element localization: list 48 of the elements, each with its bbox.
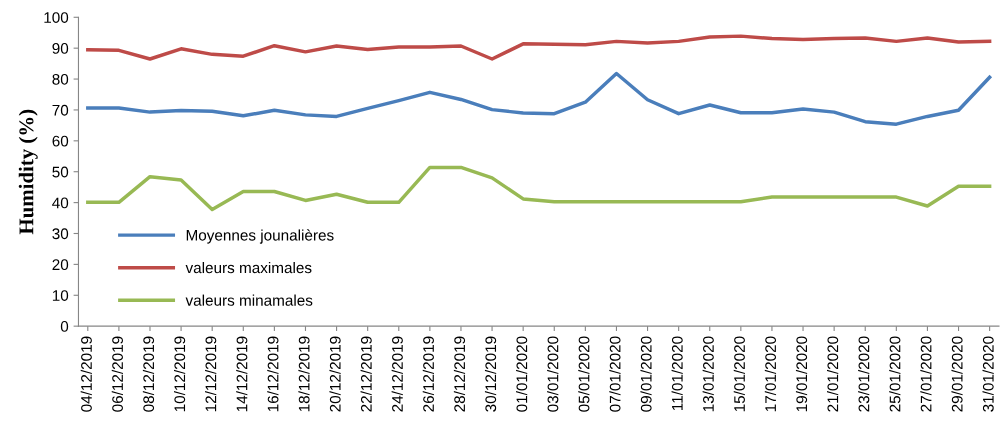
x-tick-label: 13/01/2020 [702,336,714,412]
legend-label: valeurs maximales [185,261,312,274]
x-tick-label: 07/01/2020 [609,336,621,412]
x-tick-label: 11/01/2020 [671,336,683,411]
y-tick-label: 50 [52,166,69,178]
y-tick-label: 30 [52,228,69,240]
x-tick-label: 08/12/2019 [142,336,155,412]
x-tick-label: 06/12/2019 [111,336,123,412]
y-tick-label: 100 [44,12,69,23]
x-tick-label: 30/12/2019 [484,336,497,412]
x-tick-label: 09/01/2020 [640,336,652,412]
line-series [86,165,992,212]
x-tick-label: 18/12/2019 [298,336,310,412]
x-tick-label: 23/01/2020 [858,336,870,412]
y-tick-label: 90 [52,43,69,54]
x-tick-label: 31/01/2020 [982,336,994,412]
x-tick-label: 16/12/2019 [267,336,279,412]
y-tick-label: 60 [52,135,69,147]
x-tick-label: 27/01/2020 [920,336,932,412]
x-tick-label: 25/01/2020 [889,336,901,412]
x-tick-label: 29/01/2020 [951,336,963,412]
x-tick-label: 28/12/2019 [453,336,466,412]
y-tick-label: 70 [52,104,69,116]
y-tick-label: 80 [52,73,69,85]
legend-label: valeurs minamales [185,294,313,306]
y-tick-label: 20 [52,259,69,271]
x-tick-label: 05/01/2020 [578,336,590,412]
x-tick-label: 03/01/2020 [547,336,559,412]
y-axis-title: Humidity (%) [18,109,38,235]
x-tick-label: 19/01/2020 [795,336,808,412]
x-tick-label: 15/01/2020 [733,336,745,412]
x-tick-label: 01/01/2020 [516,336,528,412]
line-series [86,71,992,126]
y-tick-label: 0 [60,321,69,332]
x-tick-label: 26/12/2019 [422,336,434,412]
x-tick-label: 17/01/2020 [764,336,777,412]
x-tick-label: 12/12/2019 [205,336,217,412]
y-tick-label: 40 [52,197,69,209]
x-tick-label: 20/12/2019 [329,336,341,412]
legend-label: Moyennes jounalières [186,229,334,244]
y-tick-label: 10 [52,290,69,301]
x-tick-label: 22/12/2019 [360,336,372,412]
line-series [86,34,992,61]
x-tick-label: 04/12/2019 [80,336,92,412]
x-tick-label: 14/12/2019 [236,336,248,412]
x-tick-label: 10/12/2019 [173,336,186,412]
x-tick-label: 21/01/2020 [827,336,839,412]
x-tick-label: 24/12/2019 [391,336,403,412]
